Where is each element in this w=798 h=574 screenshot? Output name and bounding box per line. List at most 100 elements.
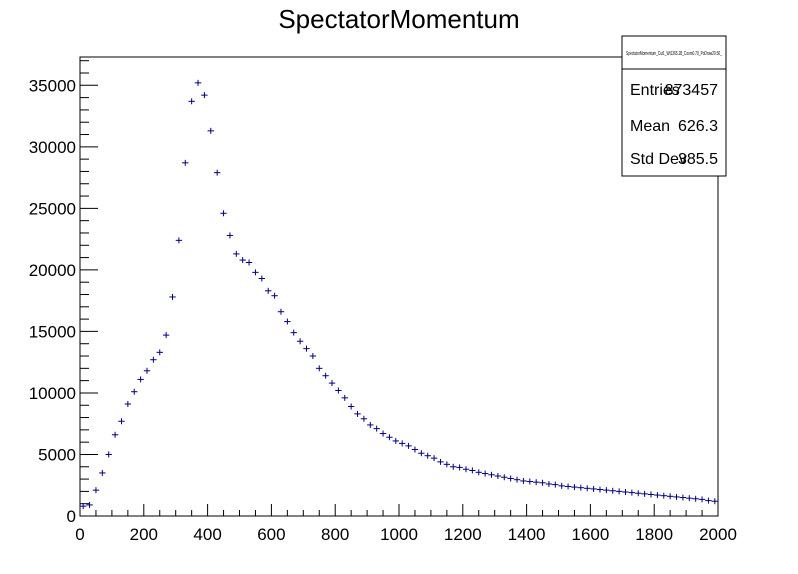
data-point: [265, 287, 272, 294]
data-point: [175, 237, 183, 244]
data-point: [233, 250, 240, 257]
data-point: [494, 473, 502, 480]
data-point: [418, 450, 425, 457]
y-tick-label: 0: [67, 507, 76, 526]
data-point: [660, 492, 667, 499]
data-point: [143, 367, 151, 374]
data-point: [520, 477, 527, 484]
data-point: [80, 503, 87, 510]
data-point: [692, 495, 699, 502]
data-point: [679, 494, 687, 501]
stats-box-title: SpectatorMomentum_Cut1_Wt1365.28_Cosm0.7…: [626, 51, 722, 57]
chart-title: SpectatorMomentum: [278, 4, 519, 34]
data-point: [156, 349, 163, 356]
data-point: [456, 464, 463, 471]
data-point: [373, 425, 380, 432]
data-point: [532, 479, 540, 486]
data-point: [99, 469, 106, 476]
data-point: [379, 430, 387, 437]
data-point: [245, 259, 253, 266]
data-point: [347, 403, 355, 410]
data-point: [673, 493, 680, 500]
data-point: [513, 476, 521, 483]
y-tick-label: 10000: [29, 384, 76, 403]
x-tick-label: 1600: [571, 525, 609, 544]
data-point: [213, 169, 221, 176]
data-point: [481, 470, 489, 477]
y-tick-label: 35000: [29, 76, 76, 95]
data-points: [80, 79, 718, 510]
data-point: [111, 431, 119, 438]
data-point: [118, 418, 125, 425]
stats-box: SpectatorMomentum_Cut1_Wt1365.28_Cosm0.7…: [621, 35, 727, 177]
data-point: [162, 332, 170, 339]
data-point: [341, 394, 348, 401]
data-point: [105, 451, 112, 458]
x-tick-label: 2000: [699, 525, 737, 544]
data-point: [239, 257, 246, 264]
y-tick-label: 30000: [29, 138, 76, 157]
data-point: [258, 275, 266, 282]
data-point: [641, 490, 648, 497]
data-point: [488, 471, 495, 478]
data-point: [430, 455, 438, 462]
data-point: [462, 466, 470, 473]
data-point: [596, 486, 604, 493]
data-point: [437, 458, 444, 465]
data-point: [526, 478, 533, 485]
data-point: [137, 376, 144, 383]
y-tick-label: 20000: [29, 261, 76, 280]
data-point: [698, 496, 706, 503]
data-point: [424, 452, 431, 459]
data-point: [609, 487, 616, 494]
data-point: [392, 437, 399, 444]
data-point: [226, 232, 234, 239]
data-point: [271, 292, 278, 299]
data-point: [399, 440, 406, 447]
data-point: [590, 485, 597, 492]
data-point: [411, 446, 419, 453]
data-point: [705, 497, 712, 504]
data-point: [360, 415, 368, 422]
data-point: [86, 501, 93, 508]
x-tick-label: 600: [257, 525, 285, 544]
data-point: [539, 479, 546, 486]
y-tick-label: 15000: [29, 322, 76, 341]
data-point: [188, 98, 195, 105]
data-point: [194, 79, 202, 86]
data-point: [252, 269, 259, 276]
data-point: [290, 329, 297, 336]
data-point: [584, 485, 591, 492]
data-point: [635, 490, 642, 497]
data-point: [335, 387, 342, 394]
data-point: [277, 308, 285, 315]
data-point: [577, 484, 585, 491]
data-point: [296, 338, 304, 345]
data-point: [169, 293, 176, 300]
data-point: [469, 467, 476, 474]
data-point: [354, 410, 361, 417]
data-point: [564, 483, 572, 490]
data-point: [207, 127, 214, 134]
data-point: [328, 380, 336, 387]
data-point: [201, 92, 208, 99]
data-point: [507, 475, 514, 482]
data-point: [443, 461, 451, 468]
stat-stddev-label: Std Dev: [630, 151, 687, 168]
stats-box-frame: [621, 35, 727, 177]
stat-entries-label: Entries: [630, 82, 680, 99]
data-point: [316, 365, 323, 372]
data-point: [131, 388, 138, 395]
data-point: [450, 463, 457, 470]
stat-stddev-value: 385.5: [678, 151, 718, 168]
data-point: [666, 493, 674, 500]
data-point: [647, 491, 655, 498]
data-point: [303, 345, 310, 352]
data-point: [558, 482, 565, 489]
x-axis: 0 200 400 600 800 1000 1200 1400 1600 1800 2000: [75, 504, 737, 544]
data-point: [475, 469, 482, 476]
x-tick-label: 1800: [635, 525, 673, 544]
x-tick-label: 400: [193, 525, 221, 544]
data-point: [654, 492, 661, 499]
stat-mean-value: 626.3: [678, 118, 718, 135]
